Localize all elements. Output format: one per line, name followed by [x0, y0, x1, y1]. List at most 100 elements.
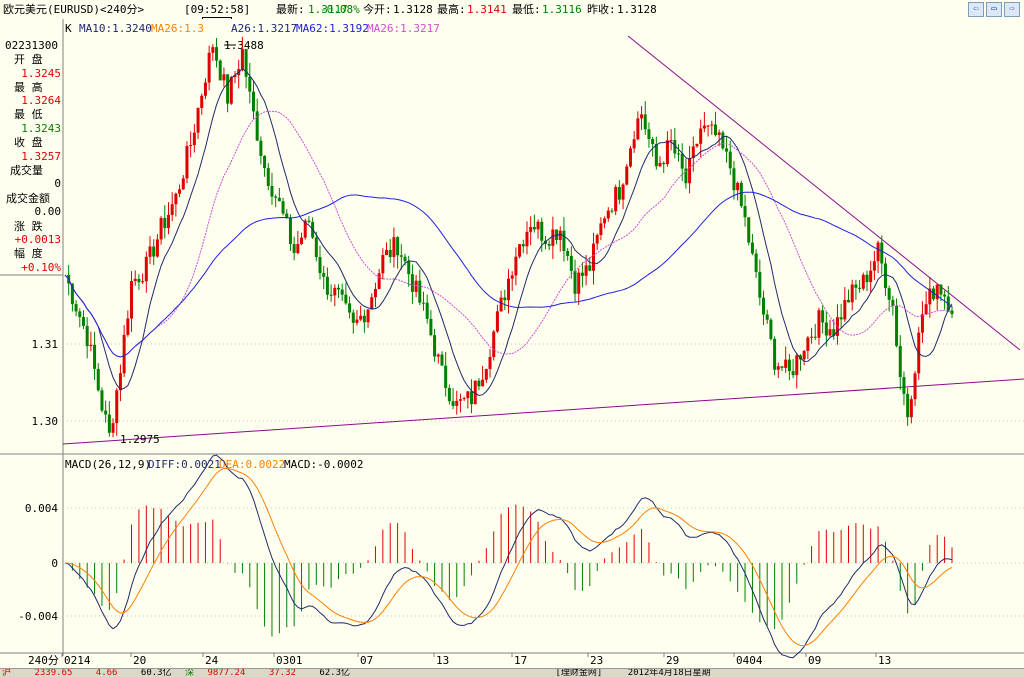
- high-annotation: 1.3488: [224, 39, 264, 52]
- macd-legend-name: MACD(26,12,9): [65, 458, 151, 471]
- ma26-legend: MA26:1.3: [151, 22, 204, 35]
- candle-body: [813, 336, 817, 338]
- candle-body: [673, 140, 677, 154]
- candle-body: [680, 153, 684, 169]
- candle-body: [499, 297, 503, 312]
- candle-body: [798, 355, 802, 360]
- candle-body: [263, 155, 267, 169]
- candle-body: [780, 366, 784, 368]
- candle-body: [577, 272, 581, 294]
- restore-icon[interactable]: ⇦: [968, 2, 984, 17]
- x-tick-label: 24: [205, 654, 219, 667]
- candle-body: [166, 214, 170, 228]
- candle-body: [104, 410, 108, 415]
- x-tick-label: 13: [436, 654, 449, 667]
- candle-body: [558, 230, 562, 240]
- candle-body: [70, 283, 74, 305]
- low-annotation: 1.2975: [120, 433, 160, 446]
- candle-body: [436, 354, 440, 357]
- info-low-value: 1.3243: [21, 122, 61, 135]
- candle-body: [847, 299, 851, 303]
- candle-body: [684, 168, 688, 184]
- k-label: K: [65, 22, 72, 35]
- candle-body: [824, 322, 828, 336]
- candle-body: [274, 196, 278, 198]
- candle-body: [396, 237, 400, 256]
- candle-body: [532, 227, 536, 230]
- candle-body: [433, 335, 437, 357]
- ma-lines: [64, 68, 953, 397]
- candle-body: [580, 272, 584, 276]
- candle-body: [399, 255, 403, 257]
- candle-body: [455, 400, 459, 406]
- candle-body: [174, 193, 178, 205]
- macd-tick-upper: 0.004: [25, 502, 58, 515]
- candle-body: [784, 359, 788, 368]
- candle-body: [118, 373, 122, 391]
- candle-body: [170, 204, 174, 215]
- x-tick-label: 0301: [276, 654, 303, 667]
- x-tick-label: 20: [133, 654, 146, 667]
- candle-body: [362, 315, 366, 323]
- info-date: 02231300: [5, 39, 58, 52]
- candle-body: [669, 140, 673, 142]
- candle-body: [843, 299, 847, 320]
- info-high-label: 最 高: [14, 80, 43, 94]
- candle-body: [388, 249, 392, 257]
- candle-body: [762, 297, 766, 315]
- candle-body: [359, 315, 363, 320]
- candle-body: [240, 49, 244, 70]
- candle-body: [381, 255, 385, 274]
- candle-body: [691, 146, 695, 159]
- status-text2: 深: [185, 668, 195, 677]
- close-icon[interactable]: ⇨: [1004, 2, 1020, 17]
- candle-body: [226, 74, 230, 104]
- status-text3: [理财金网]: [555, 668, 603, 677]
- candle-body: [592, 243, 596, 271]
- candle-body: [547, 243, 551, 246]
- candle-body: [540, 221, 544, 241]
- candle-body: [495, 311, 499, 332]
- candle-body: [403, 256, 407, 262]
- info-close-label: 收 盘: [14, 135, 43, 149]
- candle-body: [322, 273, 326, 277]
- title-bar: 欧元美元(EURUSD)<240分> [09:52:58] 最新: 1.3117…: [0, 0, 1024, 20]
- candles: [67, 36, 954, 438]
- candle-body: [288, 217, 292, 245]
- candle-body: [270, 185, 274, 197]
- candle-body: [695, 143, 699, 147]
- ma26-legend-c: MA26:1.3217: [367, 22, 440, 35]
- info-change-label: 涨 跌: [14, 219, 43, 233]
- candle-body: [281, 201, 285, 214]
- candle-body: [329, 294, 333, 296]
- candle-body: [721, 132, 725, 149]
- candle-body: [625, 166, 629, 185]
- candle-body: [802, 350, 806, 360]
- high-label: 最高:: [437, 3, 466, 16]
- status-bar: 沪 2339.65 4.66 60.3亿 深 9877.24 37.32 62.…: [0, 668, 1024, 677]
- candle-body: [902, 377, 906, 394]
- candle-body: [906, 393, 910, 418]
- candle-body: [518, 244, 522, 257]
- maximize-icon[interactable]: ▭: [986, 2, 1002, 17]
- candle-body: [717, 132, 721, 136]
- latest-change: -0.08%: [320, 3, 360, 16]
- candle-body: [78, 311, 82, 318]
- candle-body: [370, 297, 374, 310]
- candle-body: [185, 146, 189, 179]
- candle-body: [507, 278, 510, 301]
- candle-body: [137, 278, 141, 283]
- prev-close-label: 昨收:: [587, 3, 616, 16]
- chart-background: [0, 19, 1024, 656]
- candle-body: [373, 288, 377, 298]
- x-tick-label: 17: [514, 654, 527, 667]
- candle-body: [259, 140, 263, 156]
- candle-body: [880, 242, 884, 264]
- high-value: 1.3141: [467, 3, 507, 16]
- candle-body: [839, 317, 843, 320]
- candle-body: [414, 280, 418, 292]
- candle-body: [787, 359, 791, 372]
- candle-body: [621, 184, 625, 200]
- x-tick-label: 23: [590, 654, 603, 667]
